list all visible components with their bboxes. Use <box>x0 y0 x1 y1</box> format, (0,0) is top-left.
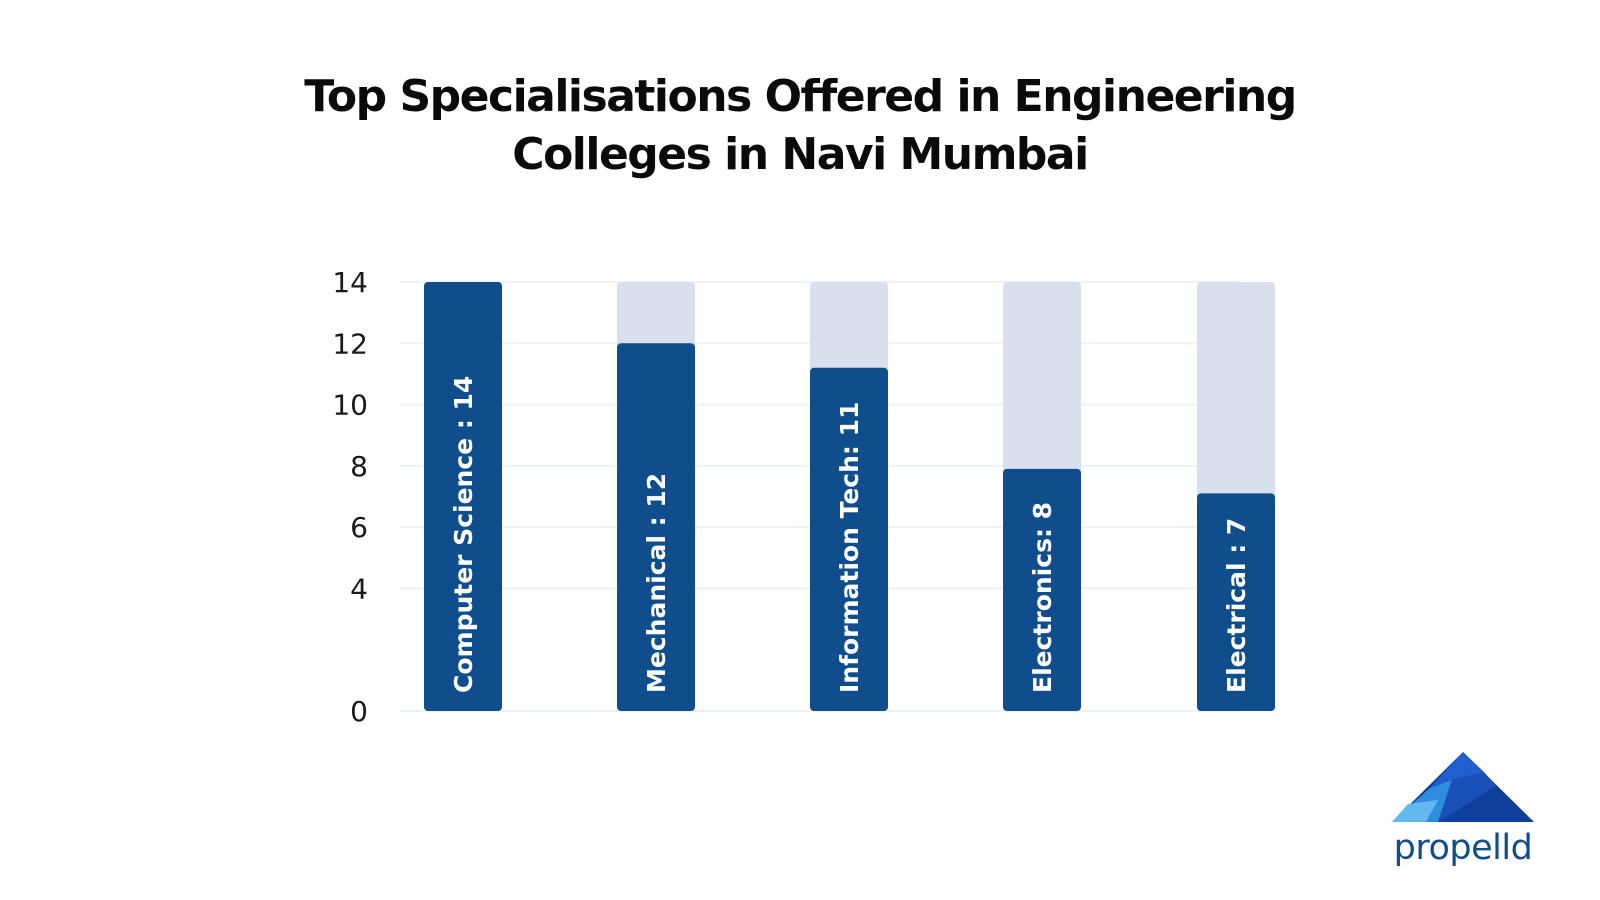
bar-label-electronics: Electronics: 8 <box>1028 502 1057 693</box>
y-tick-label-4: 4 <box>350 572 368 605</box>
y-tick-label-14: 14 <box>332 266 368 299</box>
bar-electrical <box>1197 493 1275 711</box>
bar-label-information-tech: Information Tech: 11 <box>835 402 864 693</box>
bar-information-tech <box>810 367 888 711</box>
bar-label-mechanical: Mechanical : 12 <box>642 473 671 693</box>
bar-computer-science <box>424 282 502 711</box>
chart-title-line-1: Top Specialisations Offered in Engineeri… <box>304 71 1297 122</box>
y-tick-label-8: 8 <box>350 450 368 483</box>
bar-label-electrical: Electrical : 7 <box>1222 518 1251 693</box>
chart-title: Top Specialisations Offered in Engineeri… <box>0 68 1600 184</box>
bars: Computer Science : 14 Mechanical : 12 Info… <box>424 282 1275 711</box>
mountain-logo-icon <box>1392 752 1534 822</box>
y-axis-ticks: 0 4 6 8 10 12 14 <box>332 266 368 728</box>
brand-logo-text: propelld <box>1393 828 1533 868</box>
chart-title-line-2: Colleges in Navi Mumbai <box>512 129 1089 180</box>
bar-electronics <box>1003 468 1081 711</box>
bar-label-computer-science: Computer Science : 14 <box>449 376 478 693</box>
bar-mechanical <box>617 343 695 711</box>
y-tick-label-0: 0 <box>350 695 368 728</box>
brand-logo: propelld <box>1388 752 1538 872</box>
y-tick-label-12: 12 <box>332 327 368 360</box>
y-tick-label-10: 10 <box>332 389 368 422</box>
y-tick-label-6: 6 <box>350 511 368 544</box>
